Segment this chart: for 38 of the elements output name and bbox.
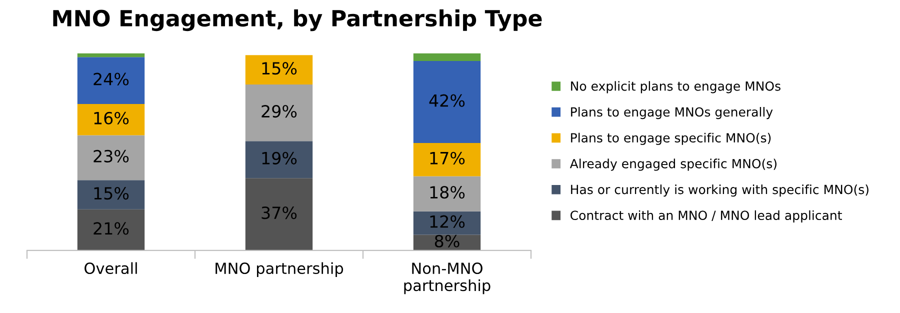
data-label: 23% — [94, 150, 129, 162]
bar — [77, 104, 145, 136]
data-label: 8% — [434, 234, 460, 248]
data-label: 24% — [94, 72, 129, 86]
data-label: 12% — [430, 215, 465, 228]
bar — [413, 211, 481, 235]
legend-label: Has or currently is working with specific MNO(s) — [571, 184, 868, 197]
bar — [245, 178, 313, 250]
legend-label: Already engaged specific MNO(s) — [570, 158, 776, 171]
bar — [245, 141, 313, 178]
bar — [413, 143, 481, 176]
x-tick-label: MNO partnership — [216, 262, 344, 278]
chart-title: MNO Engagement, by Partnership Type — [53, 9, 542, 32]
x-tick-label: Overall — [84, 262, 137, 274]
legend-label: Contract with an MNO / MNO lead applicant — [570, 210, 842, 222]
data-label: 15% — [94, 186, 129, 200]
bar — [245, 55, 313, 84]
legend-label: Plans to engage MNOs generally — [571, 106, 773, 120]
bar — [245, 84, 313, 142]
data-label: 15% — [262, 62, 297, 75]
bar — [413, 61, 481, 144]
legend-label: Plans to engage specific MNO(s) — [571, 132, 771, 145]
bar — [77, 180, 145, 210]
data-label: 16% — [94, 112, 129, 124]
bar — [413, 53, 481, 62]
data-label: 37% — [262, 206, 297, 220]
data-label: 18% — [430, 186, 465, 199]
data-label: 19% — [262, 152, 297, 164]
bar — [77, 209, 145, 250]
bar — [77, 135, 145, 180]
x-tick-label: Non-MNO partnership — [404, 262, 490, 294]
bar — [77, 57, 145, 104]
data-label: 17% — [430, 152, 465, 164]
bar — [413, 176, 481, 212]
data-label: 29% — [262, 104, 297, 118]
data-label: 42% — [429, 94, 465, 107]
data-label: 21% — [94, 222, 129, 235]
legend-label: No explicit plans to engage MNOs — [571, 81, 780, 94]
